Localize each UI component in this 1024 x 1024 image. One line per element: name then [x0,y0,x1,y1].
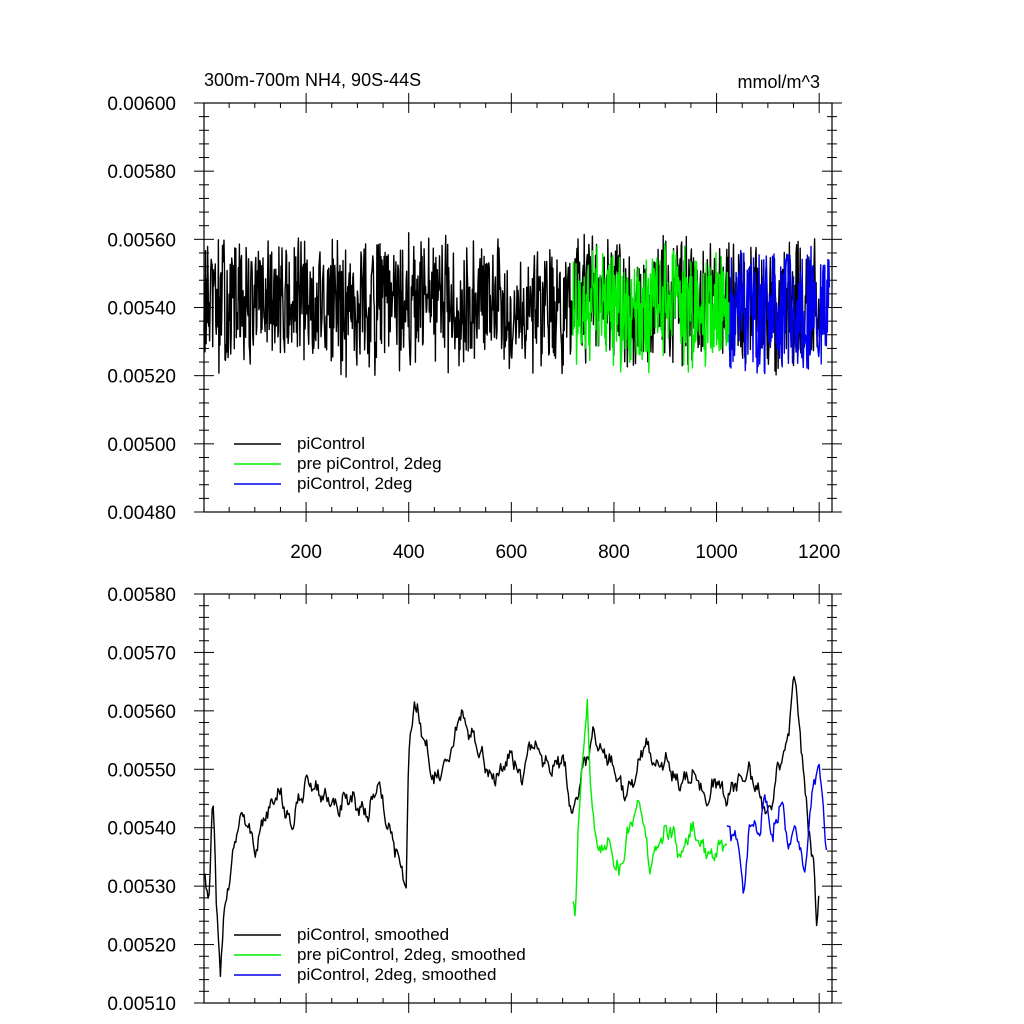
y-tick-label: 0.00580 [107,162,176,183]
series-line [572,243,731,374]
bottom-panel-y-axis: 0.00510 0.00520 0.00530 0.00540 0.00550 0.005… [107,585,842,1015]
legend-label: piControl, smoothed [297,925,449,944]
x-tick-label: 1000 [695,542,737,563]
top-panel-series-lines [203,232,831,378]
x-tick-label: 1200 [798,542,840,563]
legend-label: piControl, 2deg, smoothed [297,965,496,984]
y-tick-label: 0.00560 [107,230,176,251]
series-line [203,676,820,977]
plot-border [203,593,833,1004]
y-tick-label: 0.00530 [107,877,176,898]
legend-label: pre piControl, 2deg [297,454,442,473]
bottom-panel-x-axis [228,584,820,1013]
series-line [572,698,728,917]
series-line [728,245,831,375]
y-tick-label: 0.00510 [107,994,176,1015]
legend-label: piControl [297,434,365,453]
x-tick-label: 200 [290,542,322,563]
y-tick-label: 0.00550 [107,760,176,781]
y-tick-label: 0.00540 [107,819,176,840]
x-tick-label: 400 [393,542,425,563]
chart-title: 300m-700m NH4, 90S-44S [204,70,421,90]
top-panel-y-axis: 0.00480 0.00500 0.00520 0.00540 0.00560 0.005… [107,94,842,524]
y-tick-label: 0.00520 [107,936,176,957]
y-tick-label: 0.00600 [107,94,176,115]
x-tick-label: 600 [495,542,527,563]
series-line [726,763,828,894]
y-tick-label: 0.00480 [107,503,176,524]
bottom-panel-plot-area [203,593,833,1004]
bottom-panel-series-lines [203,676,828,977]
units-label: mmol/m^3 [738,72,820,92]
top-panel-x-axis: 200 400 600 800 1000 1200 [228,93,840,563]
legend-label: piControl, 2deg [297,474,412,493]
y-tick-label: 0.00520 [107,367,176,388]
y-tick-label: 0.00570 [107,643,176,664]
y-tick-label: 0.00560 [107,702,176,723]
y-tick-label: 0.00500 [107,435,176,456]
y-tick-label: 0.00540 [107,299,176,320]
legend-label: pre piControl, 2deg, smoothed [297,945,526,964]
y-tick-label: 0.00580 [107,585,176,606]
x-tick-label: 800 [598,542,630,563]
